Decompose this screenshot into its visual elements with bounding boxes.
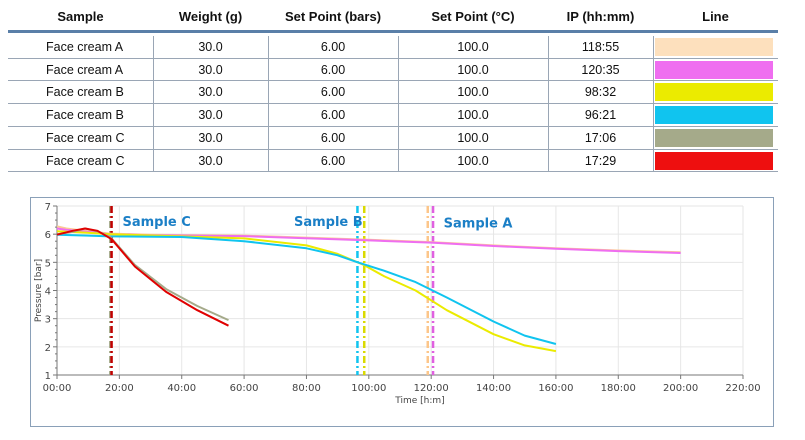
line-color-cell — [653, 36, 778, 58]
weight-cell: 30.0 — [198, 62, 223, 77]
table-row: Face cream C 30.0 6.00 100.0 17:29 — [8, 150, 798, 172]
set-point-bars-cell: 6.00 — [320, 153, 346, 168]
y-tick-label: 7 — [45, 202, 51, 213]
x-tick-label: 100:00 — [351, 383, 386, 394]
line-color-cell — [653, 150, 778, 172]
set-point-c-cell: 100.0 — [457, 40, 489, 54]
table-row: Face cream B 30.0 6.00 100.0 96:21 — [8, 104, 798, 126]
pressure-chart: 00:00 20:00 40:00 60:00 80:00 100:00 120:00 140… — [30, 197, 774, 427]
weight-cell: 30.0 — [198, 130, 223, 145]
line-color-cell — [653, 127, 778, 149]
line-color-swatch — [655, 83, 773, 102]
y-tick-label: 6 — [45, 230, 51, 241]
series-line — [56, 227, 229, 327]
weight-cell: 30.0 — [198, 85, 223, 100]
series-line — [56, 233, 557, 345]
sample-annotation: Sample C — [122, 215, 190, 230]
row-divider — [8, 80, 778, 82]
line-color-cell — [653, 59, 778, 81]
header-set-point-c: Set Point (°C) — [431, 9, 515, 24]
set-point-c-cell: 100.0 — [457, 85, 489, 100]
x-tick-label: 20:00 — [105, 383, 134, 394]
y-axis-label: Pressure [bar] — [34, 259, 44, 322]
set-point-c-cell: 100.0 — [457, 62, 489, 77]
ip-cell: 17:06 — [584, 130, 617, 145]
x-tick-label: 60:00 — [230, 383, 259, 394]
sample-cell: Face cream A — [46, 62, 124, 77]
sample-annotation: Sample B — [294, 215, 363, 230]
x-tick-label: 220:00 — [725, 383, 760, 394]
x-axis-label: Time [h:m] — [394, 396, 444, 406]
x-tick-label: 200:00 — [663, 383, 698, 394]
ip-cell: 118:55 — [581, 40, 620, 54]
table-row: Face cream A 30.0 6.00 100.0 118:55 — [8, 36, 798, 58]
table-row: Face cream C 30.0 6.00 100.0 17:06 — [8, 127, 798, 149]
row-divider — [8, 57, 778, 59]
x-tick-label: 00:00 — [43, 383, 72, 394]
x-tick-label: 160:00 — [538, 383, 573, 394]
line-color-swatch — [655, 151, 773, 170]
header-ip: IP (hh:mm) — [566, 9, 635, 24]
column-divider — [268, 36, 269, 173]
ip-cell: 120:35 — [581, 62, 620, 77]
x-tick-label: 180:00 — [601, 383, 636, 394]
set-point-c-cell: 100.0 — [457, 130, 489, 145]
header-sample: Sample — [57, 9, 104, 24]
sample-cell: Face cream B — [46, 108, 124, 123]
set-point-bars-cell: 6.00 — [320, 108, 346, 123]
column-divider — [398, 36, 399, 173]
y-tick-label: 4 — [45, 287, 51, 298]
sample-cell: Face cream C — [46, 130, 125, 145]
table-row: Face cream A 30.0 6.00 100.0 120:35 — [8, 59, 798, 81]
x-tick-label: 80:00 — [292, 383, 321, 394]
sample-annotation: Sample A — [444, 216, 513, 231]
sample-cell: Face cream C — [46, 153, 125, 168]
y-tick-label: 3 — [45, 315, 51, 326]
header-weight: Weight (g) — [178, 9, 243, 24]
set-point-bars-cell: 6.00 — [320, 85, 346, 100]
ip-cell: 17:29 — [584, 153, 617, 168]
weight-cell: 30.0 — [198, 108, 223, 123]
column-divider — [653, 36, 654, 173]
weight-cell: 30.0 — [198, 40, 223, 54]
ip-cell: 96:21 — [584, 108, 617, 123]
table-header-row: Sample Weight (g) Set Point (bars) Set P… — [8, 6, 798, 28]
set-point-bars-cell: 6.00 — [320, 40, 346, 54]
weight-cell: 30.0 — [198, 153, 223, 168]
sample-cell: Face cream B — [46, 85, 124, 100]
header-divider — [8, 30, 778, 33]
ip-cell: 98:32 — [584, 85, 617, 100]
row-divider — [8, 148, 778, 150]
column-divider — [153, 36, 154, 173]
pressure-chart-svg: 00:00 20:00 40:00 60:00 80:00 100:00 120:00 140… — [34, 202, 761, 406]
row-divider — [8, 125, 778, 127]
set-point-c-cell: 100.0 — [457, 153, 489, 168]
line-color-swatch — [655, 60, 773, 79]
header-set-point-bars: Set Point (bars) — [284, 9, 382, 24]
line-color-swatch — [655, 128, 773, 147]
line-color-swatch — [655, 106, 773, 125]
x-tick-label: 140:00 — [476, 383, 511, 394]
column-divider — [548, 36, 549, 173]
line-color-cell — [653, 104, 778, 126]
row-divider — [8, 103, 778, 105]
y-tick-label: 5 — [45, 258, 51, 269]
header-line: Line — [702, 9, 729, 24]
set-point-bars-cell: 6.00 — [320, 62, 346, 77]
x-tick-label: 120:00 — [414, 383, 449, 394]
set-point-c-cell: 100.0 — [457, 108, 489, 123]
row-divider — [8, 171, 778, 173]
line-color-cell — [653, 81, 778, 103]
set-point-bars-cell: 6.00 — [320, 130, 346, 145]
y-tick-label: 1 — [45, 371, 51, 382]
line-color-swatch — [655, 38, 773, 56]
series-line — [56, 227, 229, 322]
x-tick-label: 40:00 — [167, 383, 196, 394]
sample-cell: Face cream A — [46, 40, 124, 54]
y-tick-label: 2 — [45, 343, 51, 354]
table-row: Face cream B 30.0 6.00 100.0 98:32 — [8, 81, 798, 103]
series-line — [56, 227, 681, 254]
